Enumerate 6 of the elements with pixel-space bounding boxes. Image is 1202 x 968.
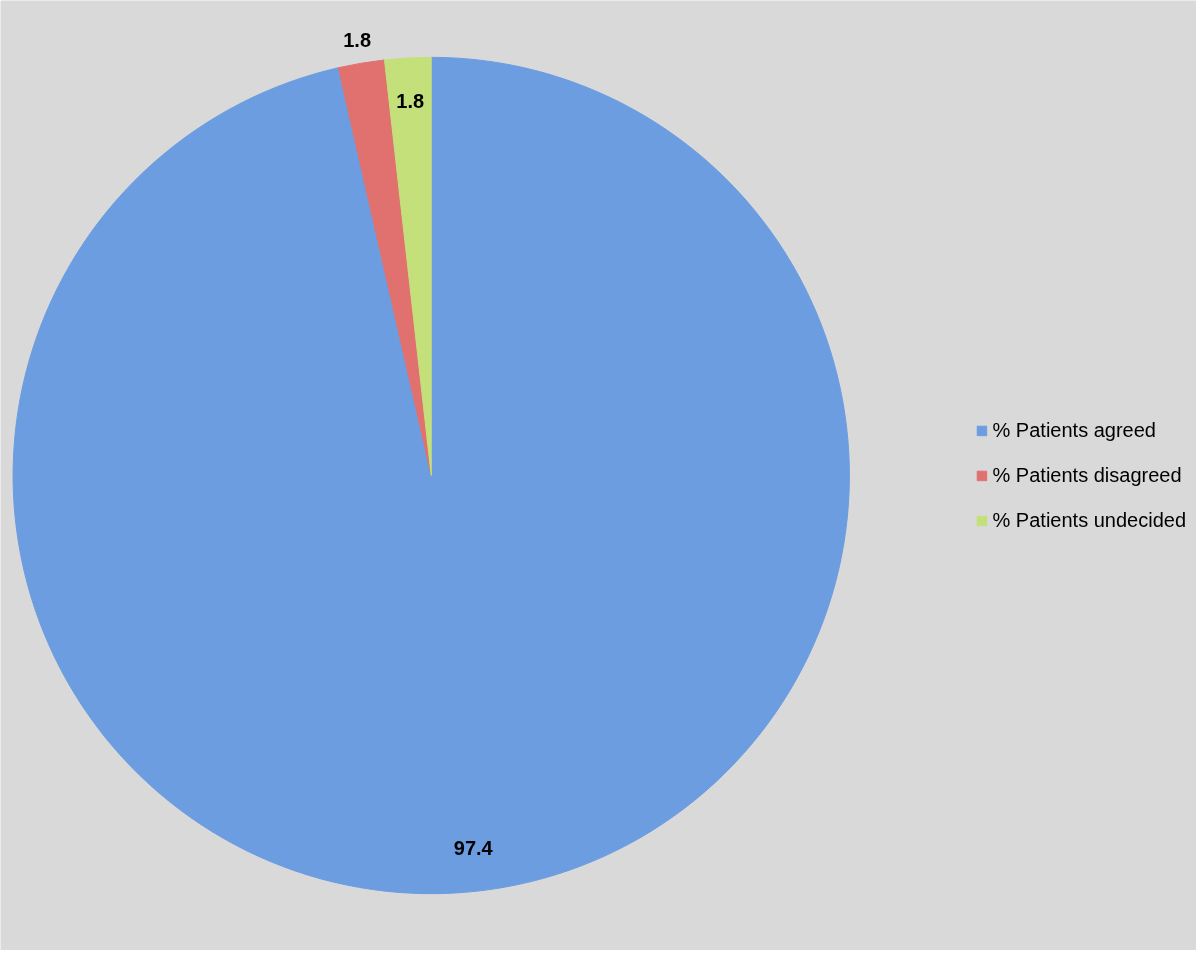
data-label: 1.8 bbox=[343, 29, 372, 52]
legend-label: % Patients disagreed bbox=[992, 463, 1182, 487]
data-label: 97.4 bbox=[453, 837, 494, 860]
legend-label: % Patients undecided bbox=[992, 508, 1186, 532]
data-label: 1.8 bbox=[396, 90, 425, 113]
legend-label: % Patients agreed bbox=[992, 418, 1156, 442]
